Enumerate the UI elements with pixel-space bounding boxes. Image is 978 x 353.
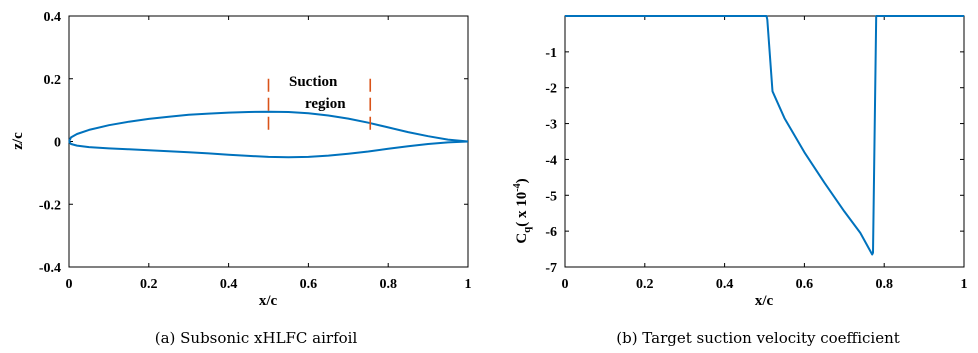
- airfoil-lower-surface-line: [68, 140, 469, 159]
- suction-plot-frame: [564, 15, 965, 268]
- suction-y-axis-label: Cq( x 10-4): [512, 178, 533, 243]
- airfoil-x-tick-label: 1: [465, 277, 472, 292]
- airfoil-y-tick-label: -0.2: [39, 198, 61, 213]
- airfoil-x-axis-label: x/c: [259, 293, 278, 309]
- suction-ticks: 0 0.2 0.4 0.6 0.8 1 -1 -2 -3 -4 -5 -6 -7: [545, 16, 968, 292]
- suction-y-tick-label: -5: [545, 189, 557, 204]
- airfoil-ticks: 0 0.2 0.4 0.6 0.8 1 0.4 0.2 0 -0.2 -0.4: [39, 10, 472, 292]
- airfoil-upper-surface-line: [68, 110, 469, 143]
- airfoil-plot-frame: [68, 15, 469, 268]
- airfoil-y-axis-label: z/c: [10, 132, 26, 150]
- suction-x-tick-label: 0.8: [875, 277, 893, 292]
- suction-x-tick-label: 0: [562, 277, 569, 292]
- suction-coefficient-plot: 0 0.2 0.4 0.6 0.8 1 -1 -2 -3 -4 -5 -6 -7 x/c Cq( x 1…: [512, 15, 968, 347]
- suction-y-tick-label: -3: [545, 118, 557, 133]
- cq-exponent: -4: [512, 183, 523, 191]
- airfoil-x-tick-label: 0.4: [220, 277, 238, 292]
- suction-x-tick-label: 1: [961, 277, 968, 292]
- suction-y-tick-label: -4: [545, 153, 557, 168]
- suction-x-tick-label: 0.2: [636, 277, 654, 292]
- airfoil-series: [68, 110, 469, 159]
- suction-y-tick-label: -6: [545, 225, 557, 240]
- airfoil-y-tick-label: 0.4: [44, 10, 62, 25]
- cq-symbol: C: [514, 233, 530, 244]
- airfoil-y-tick-label: 0.2: [44, 73, 62, 88]
- suction-x-axis-label: x/c: [755, 293, 774, 309]
- suction-coefficient-line: [565, 15, 964, 256]
- cq-close: ): [514, 178, 530, 183]
- cq-scale: ( x 10: [514, 192, 530, 227]
- suction-series: [565, 15, 964, 256]
- suction-x-tick-label: 0.6: [796, 277, 814, 292]
- airfoil-x-tick-label: 0.2: [140, 277, 158, 292]
- suction-region-markers: [267, 78, 372, 136]
- suction-caption: (b) Target suction velocity coefficient: [616, 329, 900, 347]
- airfoil-y-tick-label: 0: [54, 136, 61, 151]
- suction-annotation-line1: Suction: [289, 74, 338, 90]
- suction-y-tick-label: -1: [545, 46, 557, 61]
- airfoil-x-tick-label: 0.8: [379, 277, 397, 292]
- suction-y-tick-label: -2: [545, 82, 557, 97]
- airfoil-caption: (a) Subsonic xHLFC airfoil: [155, 329, 358, 347]
- suction-y-tick-label: -7: [545, 261, 557, 276]
- airfoil-plot: 0 0.2 0.4 0.6 0.8 1 0.4 0.2 0 -0.2 -0.4 Suction re…: [10, 10, 472, 347]
- airfoil-y-tick-label: -0.4: [39, 261, 61, 276]
- suction-annotation-line2: region: [305, 96, 346, 112]
- suction-x-tick-label: 0.4: [716, 277, 734, 292]
- cq-subscript: q: [521, 226, 533, 233]
- airfoil-x-tick-label: 0: [66, 277, 73, 292]
- airfoil-x-tick-label: 0.6: [300, 277, 318, 292]
